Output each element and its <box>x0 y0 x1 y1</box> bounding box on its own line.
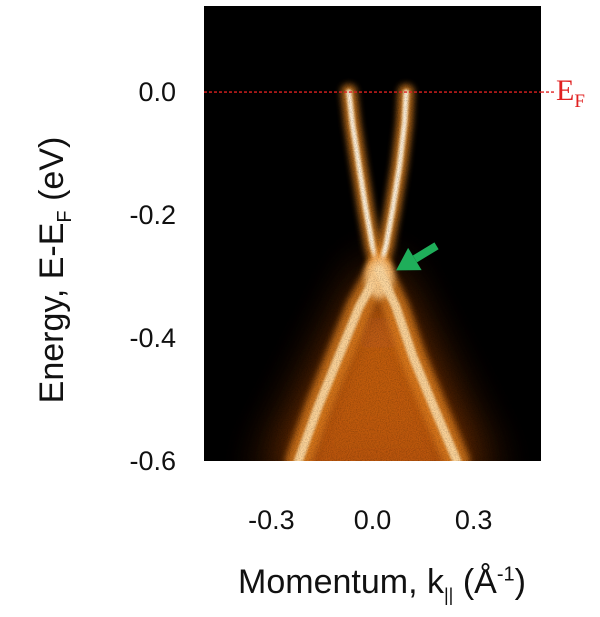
y-tick-label: 0.0 <box>138 77 176 108</box>
fermi-level-label: EF <box>556 74 585 112</box>
y-axis-label: Energy, E-EF (eV) <box>33 136 76 404</box>
x-axis-label-sub: || <box>444 584 454 605</box>
y-axis-label-sub: F <box>53 210 76 223</box>
x-tick-label: 0.0 <box>353 505 392 535</box>
y-tick-label: -0.6 <box>129 446 176 476</box>
dirac-point-arrow-head <box>396 247 422 271</box>
plot-area <box>204 6 541 461</box>
y-tick-label: -0.4 <box>129 323 176 354</box>
x-tick-label: 0.3 <box>454 505 493 535</box>
y-axis-label-unit: (eV) <box>33 136 71 211</box>
x-axis-label-unit-close: ) <box>514 563 526 601</box>
dirac-point-arrow-shaft <box>412 242 439 263</box>
arpes-intensity-map <box>204 6 541 461</box>
fermi-level-label-main: E <box>556 74 575 107</box>
x-axis-label-main: Momentum, k <box>238 563 445 601</box>
y-axis-label-main: Energy, E-E <box>33 222 71 404</box>
x-axis-label: Momentum, k|| (Å-1) <box>238 563 526 604</box>
fermi-level-label-sub: F <box>574 91 585 112</box>
y-tick-label: -0.2 <box>129 200 176 231</box>
x-axis-label-unit-open: (Å <box>453 563 497 601</box>
x-tick-label: -0.3 <box>248 505 295 535</box>
x-axis-label-unit-sup: -1 <box>496 563 515 586</box>
